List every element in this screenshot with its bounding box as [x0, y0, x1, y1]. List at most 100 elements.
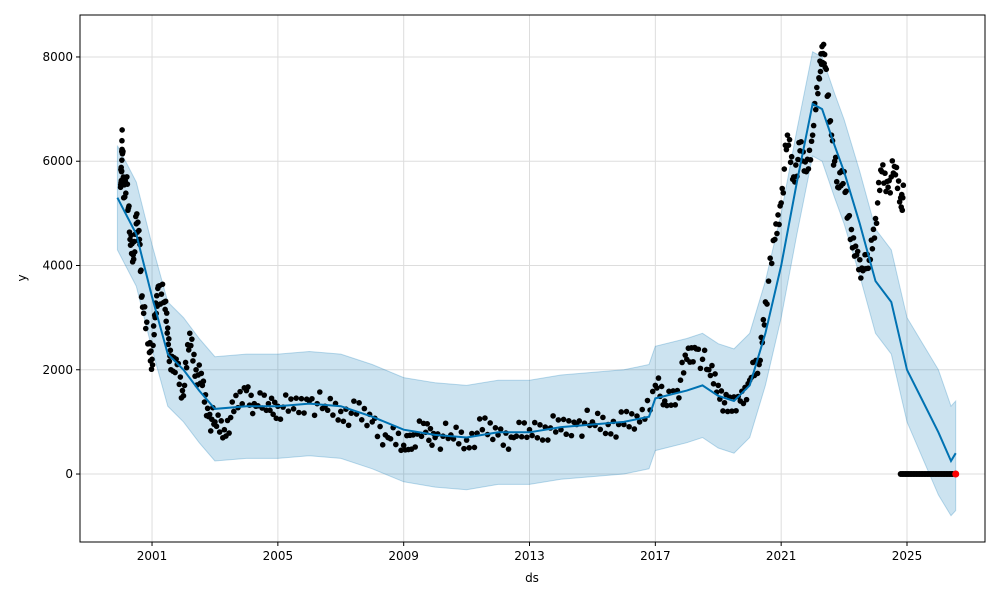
- actual-point: [670, 388, 676, 394]
- y-axis-label: y: [15, 274, 29, 281]
- actual-point: [597, 426, 604, 433]
- actual-point: [709, 362, 715, 369]
- actual-point: [227, 414, 234, 421]
- actual-point: [185, 347, 192, 353]
- actual-point: [193, 366, 199, 373]
- actual-point: [182, 359, 189, 366]
- actual-point: [135, 219, 141, 226]
- actual-point: [179, 387, 186, 394]
- actual-point: [666, 388, 672, 395]
- actual-point: [273, 415, 280, 422]
- actual-point: [237, 388, 243, 395]
- actual-point: [177, 374, 184, 380]
- actual-point: [848, 226, 855, 233]
- actual-point: [805, 166, 812, 172]
- actual-point: [120, 148, 126, 155]
- actual-point: [793, 162, 799, 168]
- actual-point: [476, 416, 483, 422]
- actual-point: [466, 444, 473, 451]
- actual-point: [400, 442, 407, 449]
- actual-point: [644, 397, 651, 404]
- x-tick-label: 2009: [388, 549, 419, 563]
- actual-point: [124, 174, 130, 180]
- actual-point: [808, 138, 815, 145]
- actual-point: [374, 433, 381, 440]
- actual-point: [757, 357, 763, 364]
- actual-point: [226, 430, 232, 436]
- actual-point: [327, 395, 334, 402]
- actual-point: [191, 351, 197, 358]
- actual-point: [563, 431, 570, 438]
- actual-point: [600, 414, 606, 421]
- actual-point: [424, 420, 431, 427]
- actual-point: [710, 381, 717, 387]
- actual-point: [487, 420, 493, 426]
- actual-point: [497, 426, 504, 432]
- actual-point: [461, 445, 467, 452]
- actual-point: [479, 426, 486, 433]
- actual-point: [697, 365, 704, 372]
- actual-point: [832, 154, 839, 161]
- forecast-line: [116, 102, 957, 464]
- actual-point: [821, 51, 828, 58]
- actual-point: [136, 227, 142, 234]
- actual-point: [679, 359, 685, 366]
- actual-point: [282, 392, 289, 398]
- actual-point: [337, 408, 344, 415]
- actual-point: [257, 390, 263, 396]
- y-tick-label: 2000: [42, 363, 73, 377]
- actual-point: [875, 179, 882, 186]
- actual-point: [277, 416, 284, 422]
- actual-point: [623, 408, 630, 415]
- actual-point: [798, 138, 804, 145]
- actual-point: [814, 84, 820, 91]
- actual-point: [471, 444, 478, 451]
- actual-point: [529, 432, 535, 439]
- actual-point: [677, 377, 684, 383]
- actual-point: [513, 433, 520, 440]
- actual-point: [469, 430, 475, 437]
- actual-point: [843, 188, 849, 194]
- actual-point: [761, 322, 768, 328]
- actual-point: [130, 256, 137, 263]
- actual-point: [437, 446, 444, 452]
- actual-point: [602, 430, 609, 437]
- actual-point: [873, 220, 880, 227]
- actual-point: [148, 348, 154, 354]
- x-tick-label: 2001: [137, 549, 168, 563]
- actual-point: [672, 402, 679, 408]
- actual-point: [340, 418, 347, 425]
- actual-point: [715, 382, 722, 389]
- actual-point: [128, 232, 134, 239]
- actual-point: [123, 190, 129, 197]
- actual-point: [560, 416, 567, 423]
- actual-point: [786, 136, 793, 143]
- actual-point: [634, 413, 640, 419]
- actual-point: [463, 437, 470, 443]
- actual-point: [664, 402, 670, 409]
- actual-point: [550, 413, 556, 419]
- actual-point: [720, 408, 726, 414]
- actual-point: [869, 246, 876, 252]
- actual-point: [521, 420, 528, 426]
- actual-point: [163, 310, 170, 316]
- actual-point: [787, 159, 794, 166]
- actual-point: [410, 432, 416, 438]
- actual-point: [729, 408, 735, 414]
- actual-point: [892, 171, 899, 178]
- actual-point: [183, 364, 190, 371]
- actual-point: [204, 405, 211, 412]
- actual-point: [872, 215, 879, 222]
- actual-point: [293, 395, 300, 401]
- actual-point: [516, 419, 522, 426]
- actual-point: [680, 370, 687, 376]
- actual-point: [296, 409, 302, 416]
- actual-point: [899, 194, 906, 201]
- actual-point: [626, 423, 632, 430]
- actual-point: [788, 153, 795, 160]
- actual-point: [455, 440, 462, 447]
- actual-point: [825, 92, 832, 98]
- actual-point: [899, 207, 906, 214]
- actual-point: [356, 400, 362, 406]
